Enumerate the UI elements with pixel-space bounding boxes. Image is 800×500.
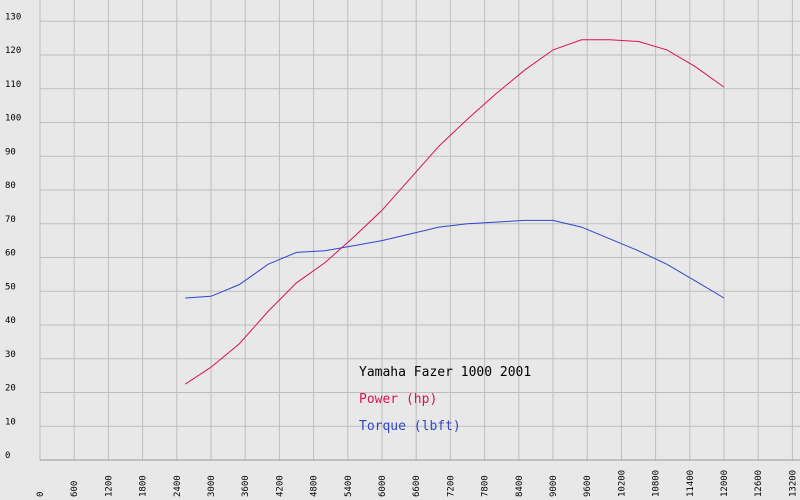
y-tick-label: 40 — [5, 316, 16, 326]
x-tick-label: 3600 — [241, 475, 251, 497]
series-lines — [185, 39, 725, 385]
x-tick-label: 4200 — [275, 475, 285, 497]
series-line-power — [185, 39, 725, 385]
legend-entry-torque: Torque (lbft) — [359, 419, 461, 434]
x-tick-label: 10200 — [617, 470, 627, 497]
y-tick-label: 70 — [5, 215, 16, 225]
x-tick-label: 9000 — [549, 475, 559, 497]
x-tick-label: 2400 — [173, 475, 183, 497]
x-tick-label: 8400 — [515, 475, 525, 497]
legend: Yamaha Fazer 1000 2001 Power (hp) Torque… — [359, 365, 531, 434]
x-axis: 0 600 1200 1800 2400 3000 3600 4200 4800 5400 6000… — [36, 470, 798, 497]
x-tick-label: 1800 — [139, 475, 149, 497]
x-tick-label: 0 — [36, 492, 46, 497]
y-tick-label: 30 — [5, 350, 16, 360]
grid — [39, 0, 800, 461]
legend-entry-power: Power (hp) — [359, 392, 437, 407]
y-tick-label: 120 — [5, 46, 21, 56]
y-tick-label: 20 — [5, 384, 16, 394]
y-tick-label: 60 — [5, 249, 16, 259]
x-tick-label: 4800 — [310, 475, 320, 497]
x-tick-label: 12000 — [720, 470, 730, 497]
x-tick-label: 1200 — [104, 475, 114, 497]
y-tick-label: 110 — [5, 80, 21, 90]
x-tick-label: 3000 — [207, 475, 217, 497]
y-tick-label: 50 — [5, 282, 16, 292]
y-tick-label: 80 — [5, 181, 16, 191]
series-line-torque — [185, 219, 725, 299]
x-tick-label: 6600 — [412, 475, 422, 497]
x-tick-label: 6000 — [378, 475, 388, 497]
x-tick-label: 600 — [70, 481, 80, 497]
x-tick-label: 5400 — [344, 475, 354, 497]
x-tick-label: 7800 — [481, 475, 491, 497]
y-tick-label: 0 — [5, 451, 10, 461]
legend-title: Yamaha Fazer 1000 2001 — [359, 365, 531, 380]
y-tick-label: 90 — [5, 147, 16, 157]
x-tick-label: 11400 — [686, 470, 696, 497]
y-axis: 0 10 20 30 40 50 60 70 80 90 100 110 120 130 — [5, 12, 21, 461]
y-tick-label: 10 — [5, 417, 16, 427]
y-tick-label: 100 — [5, 114, 21, 124]
y-tick-label: 130 — [5, 12, 21, 22]
x-tick-label: 9600 — [583, 475, 593, 497]
x-tick-label: 10800 — [652, 470, 662, 497]
x-tick-label: 7200 — [446, 475, 456, 497]
x-tick-label: 13200 — [788, 470, 798, 497]
x-tick-label: 12600 — [754, 470, 764, 497]
